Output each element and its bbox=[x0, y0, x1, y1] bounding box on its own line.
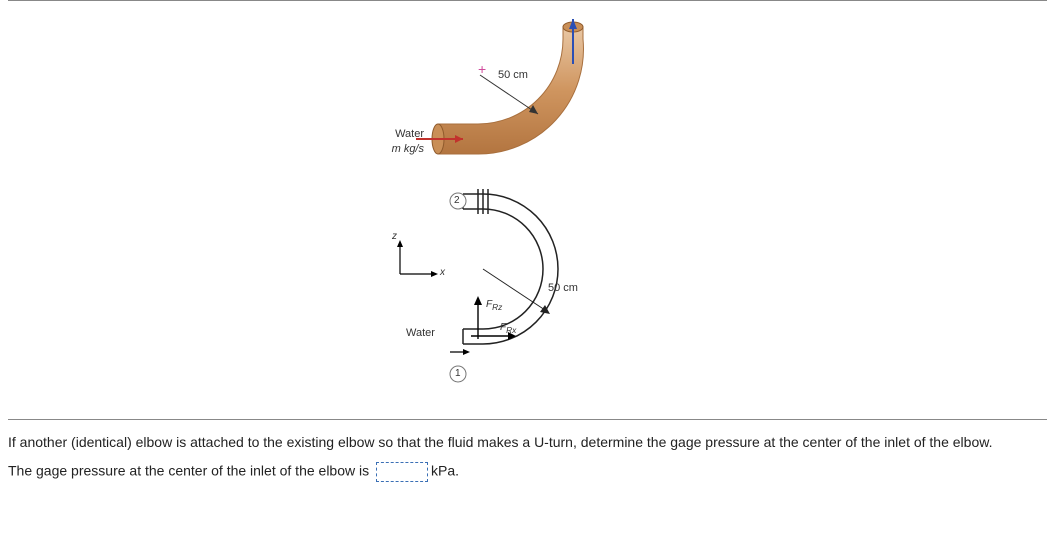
svg-text:+: + bbox=[478, 61, 486, 77]
answer-input[interactable] bbox=[376, 462, 428, 482]
mflow-text: m kg/s bbox=[392, 143, 424, 155]
node-1: 1 bbox=[455, 368, 461, 379]
frx-label: FRx bbox=[500, 322, 516, 335]
uturn-water-label: Water bbox=[406, 327, 435, 339]
answer-unit: kPa. bbox=[431, 463, 459, 479]
frx-sub: Rx bbox=[506, 325, 516, 335]
uturn-radius-label: 50 cm bbox=[548, 282, 578, 294]
frz-label: FRz bbox=[486, 299, 502, 312]
top-radius-label: 50 cm bbox=[498, 69, 528, 81]
diagram-area: + 50 cm Water m kg/s z x bbox=[8, 9, 1047, 409]
uturn-svg bbox=[438, 174, 638, 399]
question-text: If another (identical) elbow is attached… bbox=[0, 420, 1055, 452]
top-mflow-label: m kg/s bbox=[384, 143, 424, 155]
top-water-label: Water bbox=[384, 128, 424, 140]
node-2: 2 bbox=[454, 195, 460, 206]
axis-z: z bbox=[392, 231, 397, 242]
answer-prefix: The gage pressure at the center of the i… bbox=[8, 463, 369, 479]
frz-sub: Rz bbox=[492, 302, 502, 312]
diagram-frame: + 50 cm Water m kg/s z x bbox=[8, 0, 1047, 420]
top-elbow-svg: + bbox=[408, 19, 668, 194]
answer-line: The gage pressure at the center of the i… bbox=[0, 452, 1055, 512]
